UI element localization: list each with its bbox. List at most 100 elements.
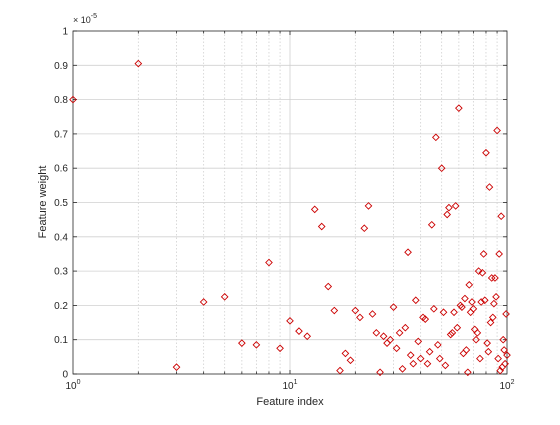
data-point-marker xyxy=(453,323,462,332)
data-point-marker xyxy=(414,337,423,346)
data-point-marker xyxy=(435,354,444,363)
y-tick-label: 0.3 xyxy=(54,267,68,278)
data-point-marker xyxy=(487,274,496,282)
data-point-marker xyxy=(364,202,373,210)
data-point-marker xyxy=(501,359,509,368)
y-tick-label: 1 xyxy=(62,27,68,38)
data-point-marker xyxy=(455,104,463,113)
data-point-marker xyxy=(429,304,438,313)
data-point-marker xyxy=(238,339,246,347)
data-point-marker xyxy=(404,248,412,257)
data-point-marker xyxy=(472,335,480,344)
data-point-marker xyxy=(368,310,377,318)
y-tick-label: 0 xyxy=(62,370,68,381)
data-point-marker xyxy=(398,365,407,373)
data-point-marker xyxy=(465,280,474,289)
data-point-marker xyxy=(406,351,415,359)
data-point-marker xyxy=(360,224,369,233)
data-point-marker xyxy=(411,296,420,305)
data-point-marker xyxy=(445,203,453,212)
data-point-marker xyxy=(443,210,452,219)
data-point-marker xyxy=(500,346,508,354)
data-point-marker xyxy=(376,368,384,377)
data-point-marker xyxy=(395,329,404,337)
data-point-marker xyxy=(480,296,489,305)
data-point-marker xyxy=(324,282,333,291)
data-point-marker xyxy=(482,148,490,157)
x-tick-label: 102 xyxy=(499,379,514,392)
x-axis-title: Feature index xyxy=(256,396,324,408)
data-point-marker xyxy=(252,341,261,349)
data-point-marker xyxy=(490,299,498,308)
data-point-marker xyxy=(461,294,469,303)
data-point-marker xyxy=(220,292,229,301)
data-point-marker xyxy=(502,310,510,318)
data-point-marker xyxy=(416,354,425,363)
data-point-marker xyxy=(446,330,455,339)
data-point-marker xyxy=(476,354,484,363)
data-point-marker xyxy=(265,258,273,267)
data-point-marker xyxy=(464,368,472,377)
data-point-marker xyxy=(439,308,448,317)
data-point-marker xyxy=(433,341,442,349)
y-tick-label: 0.4 xyxy=(54,232,68,243)
data-point-marker xyxy=(496,366,504,375)
data-point-marker xyxy=(389,303,398,311)
data-point-marker xyxy=(478,268,487,277)
data-point-marker xyxy=(346,356,355,365)
data-point-marker xyxy=(356,313,364,322)
data-point-marker xyxy=(473,329,482,337)
data-point-marker xyxy=(372,329,381,337)
data-point-marker xyxy=(310,205,319,214)
data-point-marker xyxy=(336,366,344,375)
y-tick-label: 0.5 xyxy=(54,198,68,209)
y-multiplier-label: × 10-5 xyxy=(73,13,97,25)
data-point-marker xyxy=(351,306,360,315)
y-tick-label: 0.2 xyxy=(54,301,68,312)
y-tick-label: 0.9 xyxy=(54,61,68,72)
data-point-marker xyxy=(459,349,468,358)
data-point-marker xyxy=(437,164,446,173)
data-point-marker xyxy=(295,327,303,335)
data-point-marker xyxy=(458,303,466,311)
data-point-marker xyxy=(495,250,503,258)
data-point-marker xyxy=(497,212,506,221)
data-point-marker xyxy=(172,363,181,371)
data-point-marker xyxy=(401,323,410,332)
data-point-marker xyxy=(474,267,483,275)
data-point-marker xyxy=(499,335,507,344)
data-point-marker xyxy=(494,354,502,363)
data-point-marker xyxy=(491,274,499,282)
data-point-marker xyxy=(462,346,471,354)
data-point-marker xyxy=(341,349,350,358)
data-point-marker xyxy=(441,361,450,370)
data-point-marker xyxy=(276,344,284,353)
data-point-marker xyxy=(503,351,511,359)
data-point-marker xyxy=(488,313,497,322)
data-point-marker xyxy=(317,222,326,231)
data-point-marker xyxy=(451,202,460,210)
data-point-marker xyxy=(69,95,77,104)
data-points xyxy=(69,59,511,377)
axis-ticks: 0 0.1 0.2 0.3 0.4 0.5 0.6 0.7 0.8 0.9 1 100 101 102 xyxy=(54,27,515,393)
data-point-marker xyxy=(469,304,478,313)
y-tick-label: 0.6 xyxy=(54,164,68,175)
data-point-marker xyxy=(479,250,488,258)
grid-lines xyxy=(73,31,507,374)
data-point-marker xyxy=(425,347,434,356)
data-point-marker xyxy=(432,133,440,142)
data-point-marker xyxy=(409,359,418,368)
x-tick-label: 101 xyxy=(282,379,297,392)
data-point-marker xyxy=(466,308,475,317)
data-point-marker xyxy=(134,59,143,68)
data-point-marker xyxy=(383,339,391,347)
data-point-marker xyxy=(199,298,208,306)
data-point-marker xyxy=(477,298,485,306)
y-tick-label: 0.8 xyxy=(54,95,68,106)
data-point-marker xyxy=(485,183,494,191)
data-point-marker xyxy=(493,126,501,135)
data-point-marker xyxy=(450,308,458,317)
data-point-marker xyxy=(427,220,436,229)
